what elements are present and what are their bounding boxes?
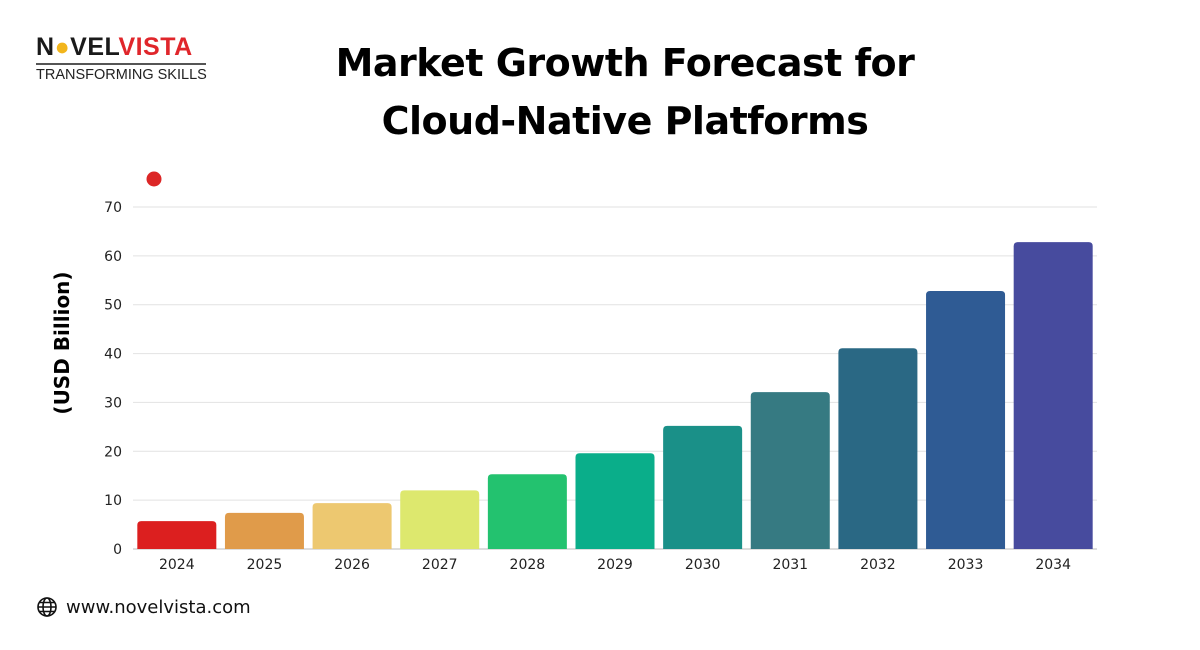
y-tick-label: 10 <box>104 493 122 509</box>
bar-2027 <box>400 490 480 549</box>
logo-text: N <box>36 33 55 61</box>
globe-icon <box>37 597 57 617</box>
y-tick-label: 20 <box>104 444 122 460</box>
x-tick-label: 2029 <box>597 557 633 573</box>
y-tick-label: 60 <box>104 249 122 265</box>
y-tick-label: 40 <box>104 347 122 363</box>
y-tick-label: 0 <box>113 542 122 558</box>
x-tick-label: 2031 <box>772 557 808 573</box>
bar-2030 <box>663 425 743 549</box>
logo-bulb-icon: ● <box>54 33 71 61</box>
logo-text: VISTA <box>118 33 193 61</box>
title-line-2: Cloud-Native Platforms <box>381 99 869 143</box>
x-tick-label: 2024 <box>159 557 195 573</box>
bar-2034 <box>1013 242 1093 550</box>
website-url[interactable]: www.novelvista.com <box>66 596 251 618</box>
bar-2032 <box>838 348 918 549</box>
y-tick-label: 70 <box>104 200 122 216</box>
bar-2026 <box>312 503 392 549</box>
legend-marker <box>146 171 162 187</box>
novelvista-logo: N●VELVISTA TRANSFORMING SKILLS <box>36 34 207 83</box>
x-tick-label: 2030 <box>685 557 721 573</box>
title-line-1: Market Growth Forecast for <box>335 41 915 85</box>
bar-2024 <box>137 521 217 549</box>
bar-2029 <box>575 453 655 549</box>
x-tick-label: 2027 <box>422 557 458 573</box>
logo-tagline: TRANSFORMING SKILLS <box>36 67 207 83</box>
chart-title: Market Growth Forecast for Cloud-Native … <box>300 34 950 150</box>
bar-2028 <box>487 474 567 549</box>
bar-2033 <box>926 291 1006 549</box>
x-tick-label: 2033 <box>948 557 984 573</box>
x-tick-label: 2032 <box>860 557 896 573</box>
logo-text: VEL <box>70 33 119 61</box>
y-tick-label: 30 <box>104 395 122 411</box>
y-tick-label: 50 <box>104 298 122 314</box>
bar-2025 <box>224 512 304 549</box>
x-tick-label: 2026 <box>334 557 370 573</box>
x-tick-label: 2025 <box>247 557 283 573</box>
x-tick-label: 2028 <box>510 557 546 573</box>
logo-divider <box>36 63 206 65</box>
x-tick-label: 2034 <box>1035 557 1071 573</box>
bar-2031 <box>750 392 830 549</box>
footer: www.novelvista.com <box>36 596 251 618</box>
